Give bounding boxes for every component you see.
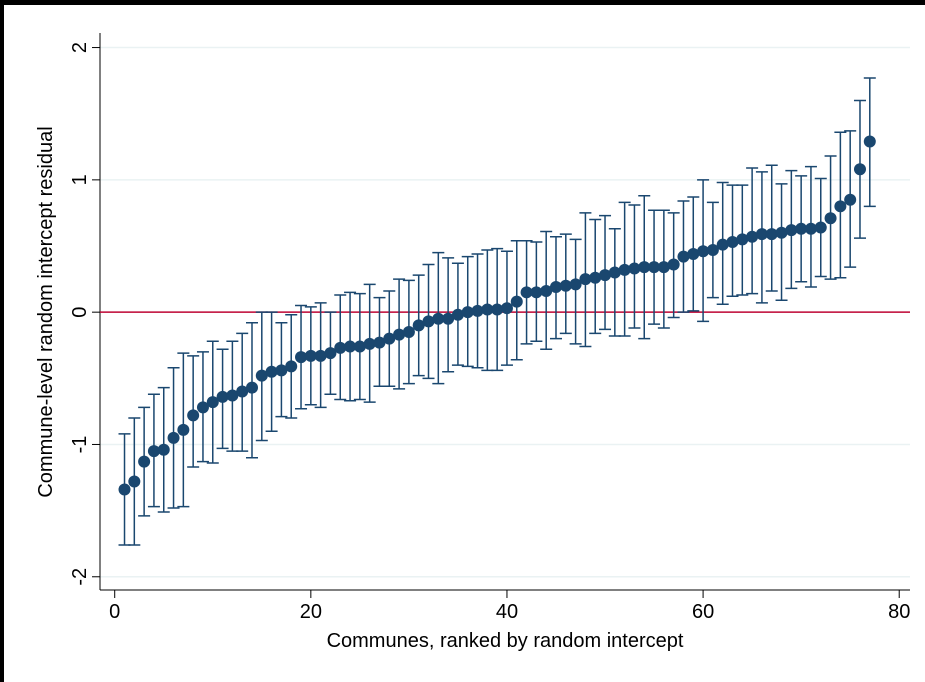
point (442, 312, 455, 325)
point (667, 258, 680, 271)
point (363, 337, 376, 350)
point (196, 401, 209, 414)
point (530, 286, 543, 299)
point (471, 304, 484, 317)
point (608, 266, 621, 279)
point (804, 222, 817, 235)
error-bar (569, 238, 582, 345)
point (285, 360, 298, 373)
point (589, 271, 602, 284)
point (334, 341, 347, 354)
point (765, 228, 778, 241)
y-tick-label: 0 (69, 307, 91, 318)
point (677, 250, 690, 263)
x-tick-label: 60 (692, 601, 714, 623)
point (265, 365, 278, 378)
x-tick-label: 80 (888, 601, 910, 623)
point (510, 295, 523, 308)
point (853, 163, 866, 176)
y-tick-label: 2 (69, 42, 91, 53)
point (245, 381, 258, 394)
point (118, 483, 131, 496)
point (187, 409, 200, 422)
point (324, 347, 337, 360)
point (402, 326, 415, 339)
x-axis-title: Communes, ranked by random intercept (327, 630, 684, 652)
error-bar (775, 183, 788, 302)
point (785, 224, 798, 237)
point (716, 238, 729, 251)
point (344, 340, 357, 353)
point (844, 193, 857, 206)
point (746, 230, 759, 243)
x-tick-label: 20 (300, 601, 322, 623)
point (167, 431, 180, 444)
point (863, 135, 876, 148)
point (147, 445, 160, 458)
point (491, 303, 504, 316)
point (138, 455, 151, 468)
point (579, 273, 592, 286)
point (295, 351, 308, 364)
point (520, 286, 533, 299)
point (657, 261, 670, 274)
point (569, 278, 582, 291)
point (736, 233, 749, 246)
point (314, 349, 327, 362)
y-tick-label: -1 (69, 436, 91, 454)
point (755, 228, 768, 241)
point (383, 332, 396, 345)
point (559, 279, 572, 292)
point (275, 364, 288, 377)
point (236, 385, 249, 398)
point (648, 261, 661, 274)
point (824, 212, 837, 225)
point (795, 222, 808, 235)
point (628, 262, 641, 275)
point (412, 319, 425, 332)
point (461, 306, 474, 319)
point (216, 390, 229, 403)
point (393, 328, 406, 341)
point (687, 247, 700, 260)
point (814, 221, 827, 234)
point (353, 340, 366, 353)
point (128, 475, 141, 488)
x-tick-label: 0 (109, 601, 120, 623)
point (549, 281, 562, 294)
point (618, 263, 631, 276)
point (540, 284, 553, 297)
point (432, 312, 445, 325)
point (697, 245, 710, 258)
point (706, 243, 719, 256)
point (500, 302, 513, 315)
point (304, 349, 317, 362)
point (255, 369, 268, 382)
y-axis-title: Commune-level random intercept residual (35, 126, 57, 497)
point (599, 269, 612, 282)
point (422, 315, 435, 328)
point (638, 261, 651, 274)
point (226, 389, 239, 402)
x-tick-label: 40 (496, 601, 518, 623)
point (775, 226, 788, 239)
point (834, 200, 847, 213)
y-tick-label: 1 (69, 174, 91, 185)
point (726, 236, 739, 249)
point (177, 423, 190, 436)
point (451, 308, 464, 321)
point (206, 396, 219, 409)
y-tick-label: -2 (69, 568, 91, 586)
point (481, 303, 494, 316)
point (373, 336, 386, 349)
point (157, 443, 170, 456)
